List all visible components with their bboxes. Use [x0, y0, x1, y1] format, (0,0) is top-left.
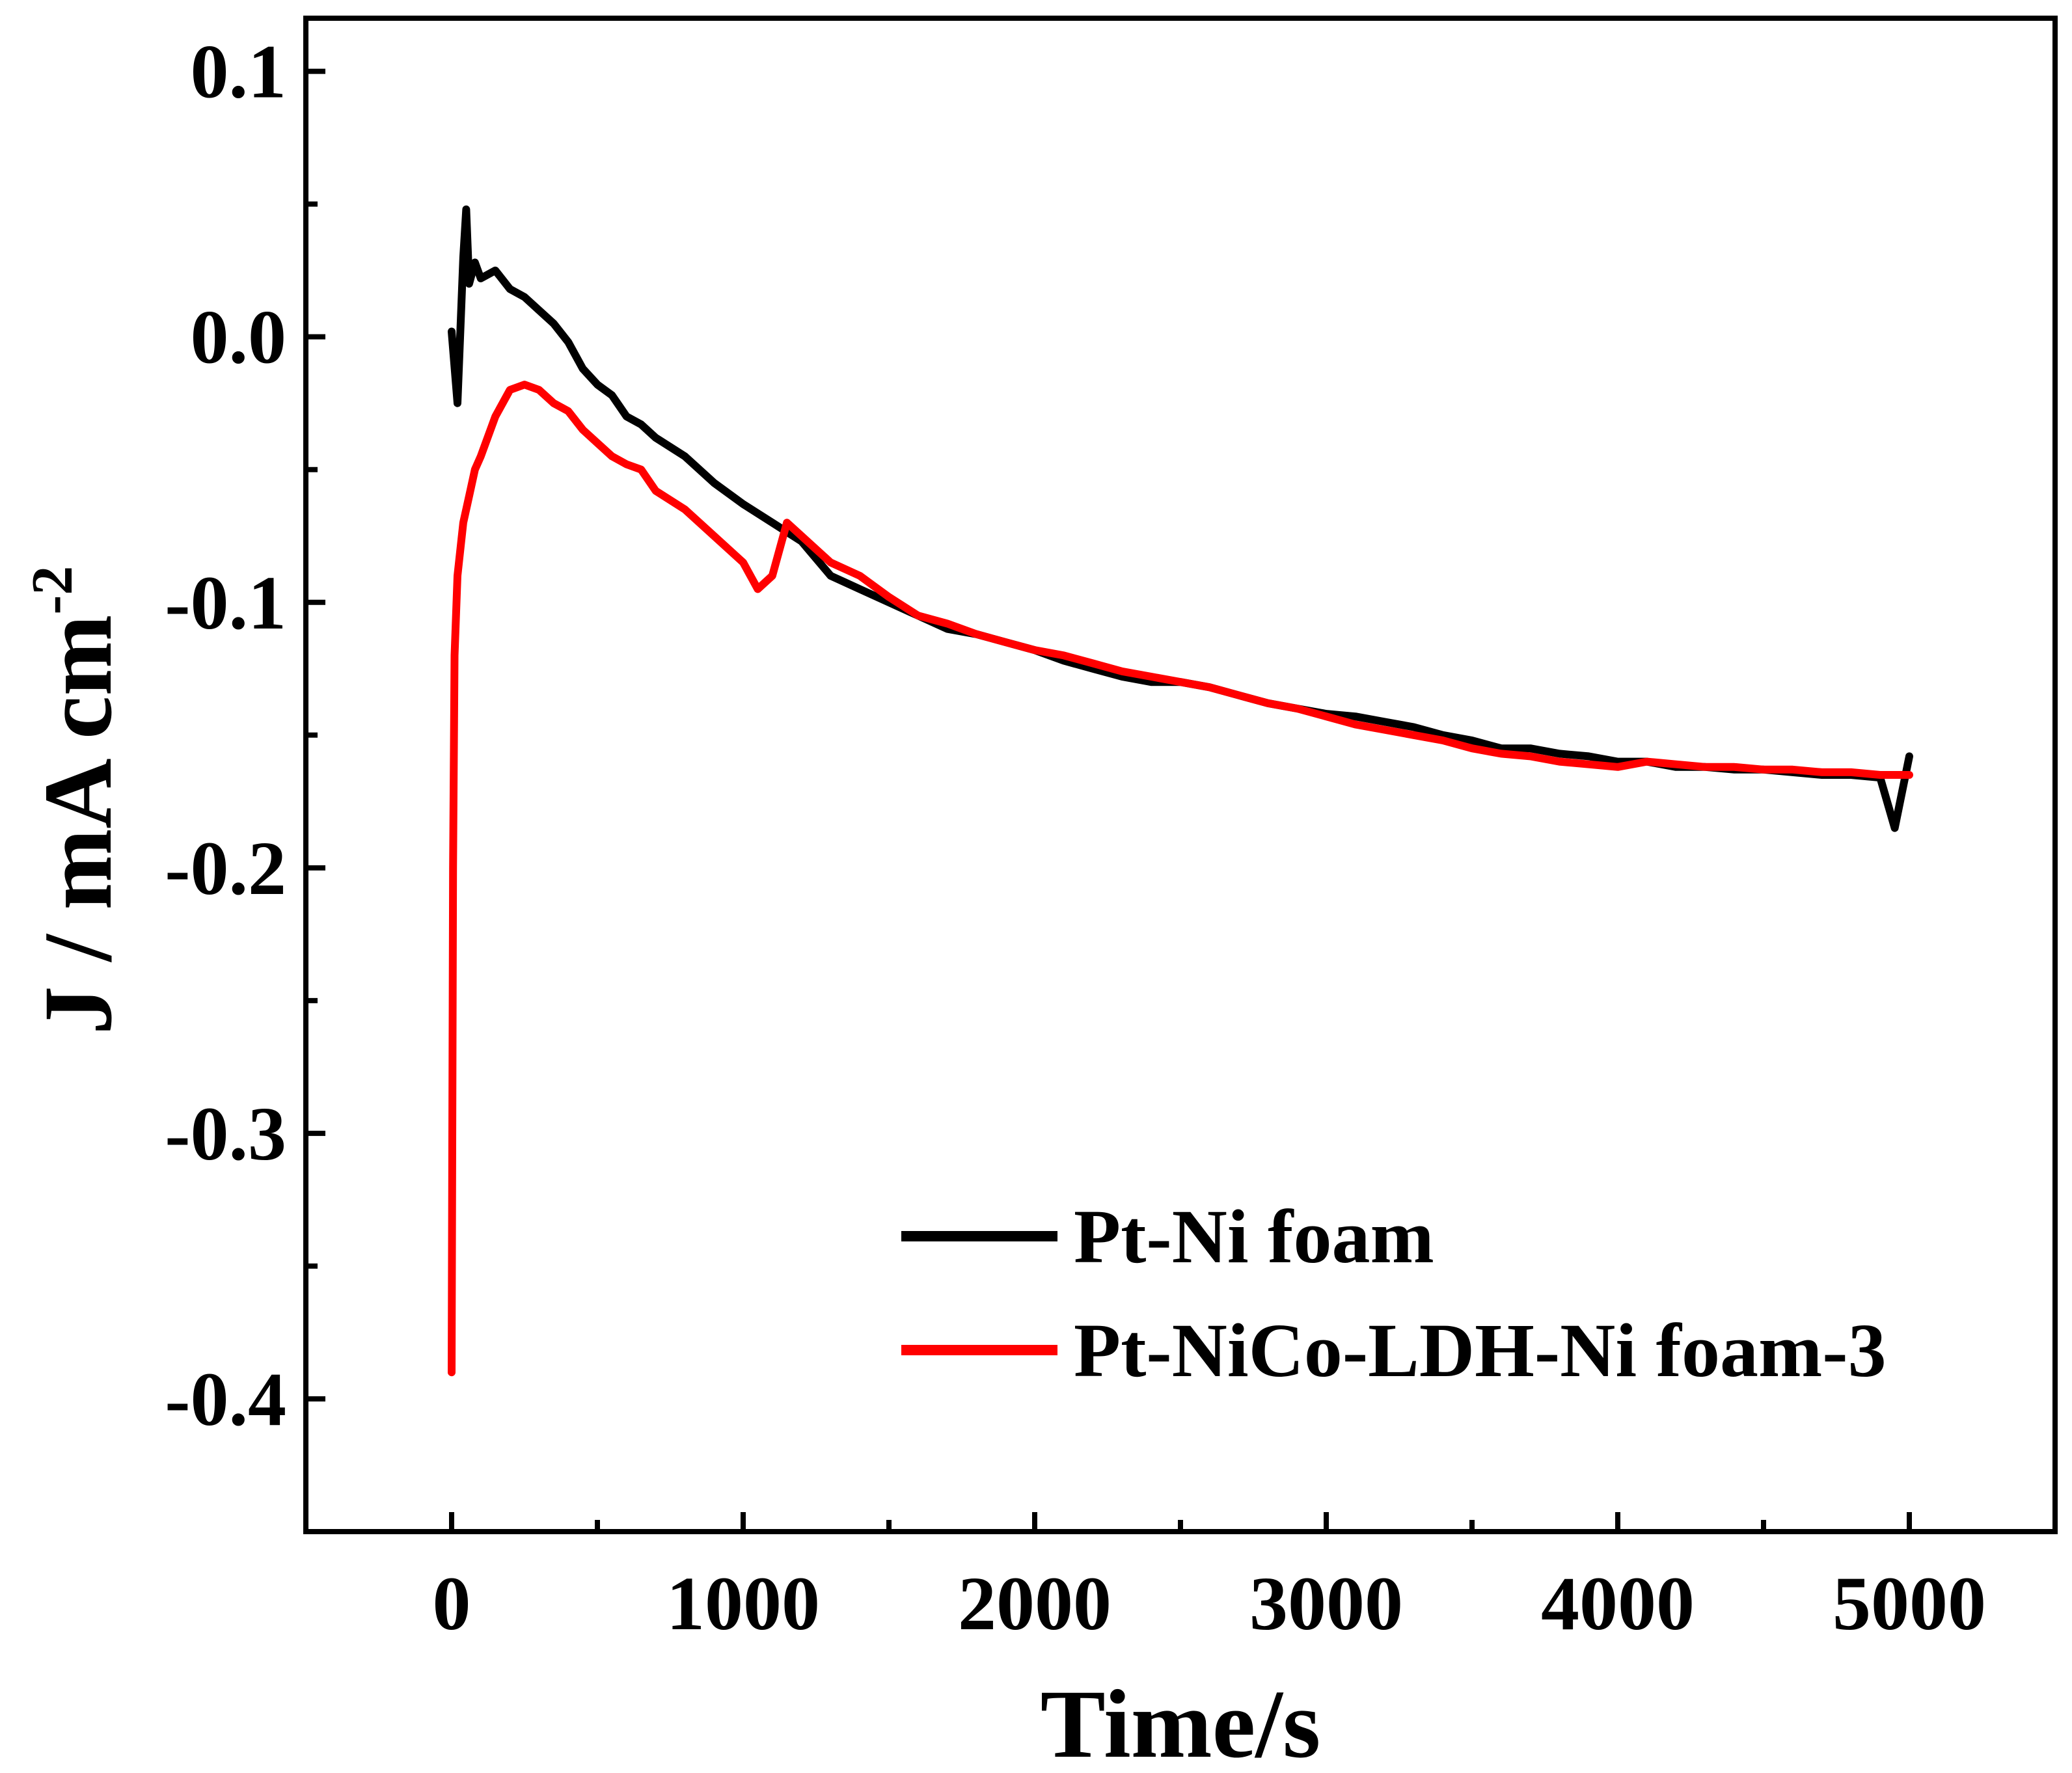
x-tick-label: 3000	[1249, 1561, 1403, 1646]
y-tick-label: 0.0	[191, 295, 287, 380]
y-axis-title-main: J / mA cm	[24, 615, 132, 1035]
series-line-1	[448, 381, 1913, 1377]
y-tick-label: 0.1	[191, 29, 287, 115]
x-tick-label: 2000	[958, 1561, 1111, 1646]
series-line-0	[448, 205, 1913, 832]
x-tick-label: 0	[433, 1561, 471, 1646]
y-axis-title: J / mA cm-2	[20, 566, 132, 1035]
y-tick-label: -0.3	[165, 1091, 286, 1176]
y-axis-ticks: 0.1 0.0 -0.1 -0.2 -0.3 -0.4	[165, 29, 325, 1442]
y-tick-label: -0.4	[165, 1357, 286, 1442]
legend-label-pt-nico-ldh-ni-foam-3: Pt-NiCo-LDH-Ni foam-3	[1074, 1308, 1887, 1393]
x-axis-title: Time/s	[1041, 1670, 1321, 1773]
x-tick-label: 4000	[1541, 1561, 1695, 1646]
x-tick-label: 1000	[666, 1561, 820, 1646]
y-tick-label: -0.2	[165, 826, 286, 911]
legend: Pt-Ni foam Pt-NiCo-LDH-Ni foam-3	[901, 1194, 1887, 1393]
series-layer	[448, 205, 1913, 1377]
legend-label-pt-ni-foam: Pt-Ni foam	[1074, 1194, 1434, 1279]
y-tick-label: -0.1	[165, 560, 286, 645]
x-tick-label: 5000	[1833, 1561, 1986, 1646]
y-axis-title-superscript: -2	[20, 566, 85, 615]
x-axis-ticks: 0 1000 2000 3000 4000 5000	[433, 1512, 1986, 1646]
